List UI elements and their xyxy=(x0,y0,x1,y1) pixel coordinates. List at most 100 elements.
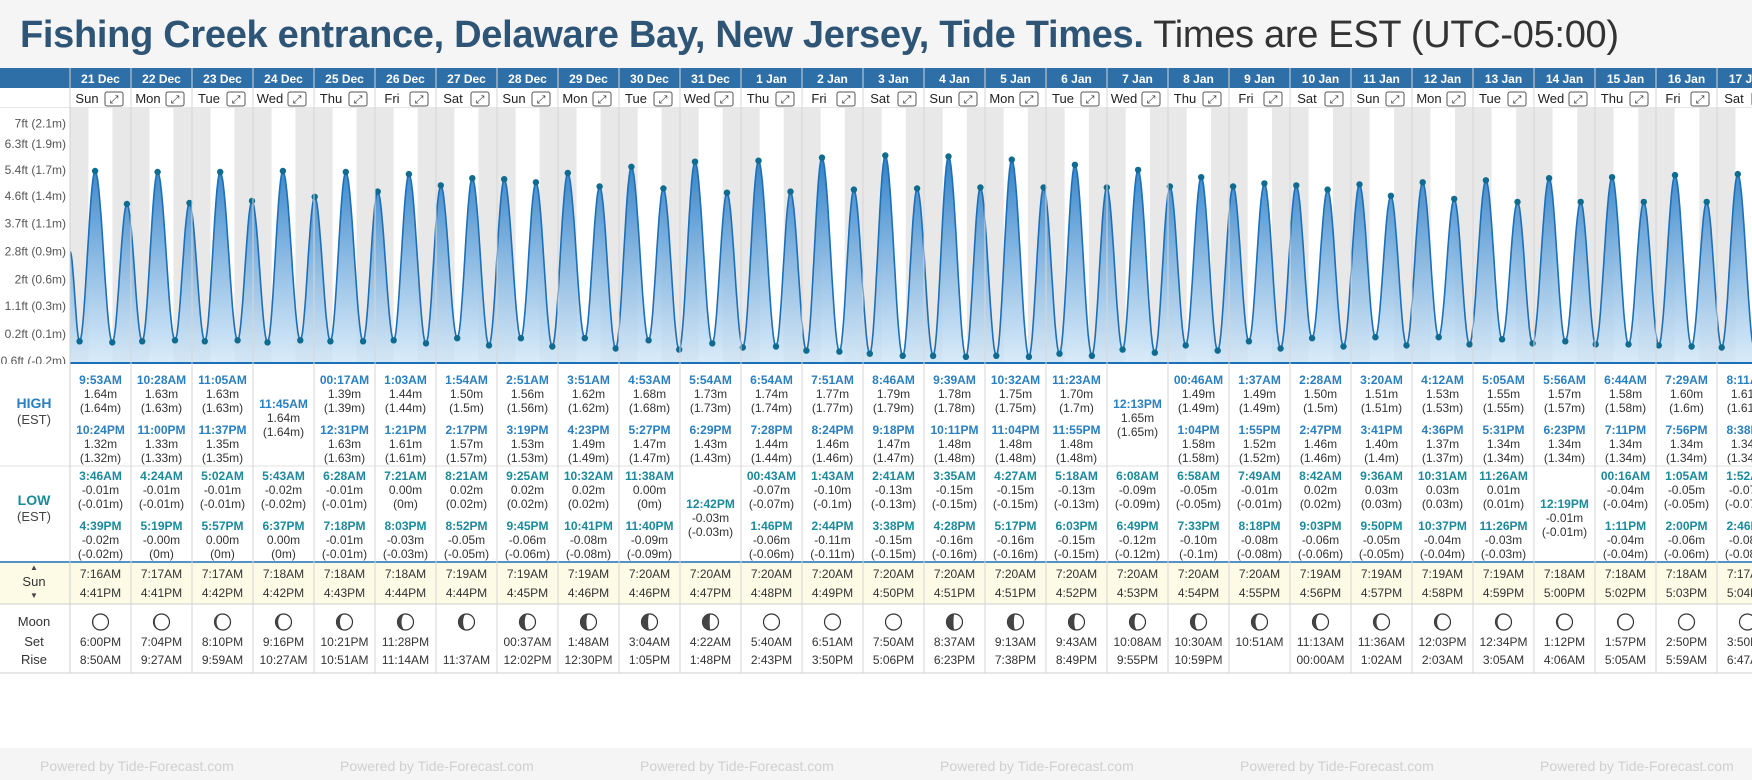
high-tide-point xyxy=(1198,174,1205,181)
low-tide-point xyxy=(772,343,780,350)
high-tide-point xyxy=(1071,161,1079,168)
sunset-time: 4:42PM xyxy=(202,586,243,600)
high-height: 1.57m xyxy=(1548,387,1581,401)
moon-row-bg xyxy=(0,604,1752,673)
moon-shadow xyxy=(1190,614,1199,630)
expand-day-button[interactable] xyxy=(104,91,124,107)
low-height-alt: (-0.08m) xyxy=(1237,547,1282,561)
low-height: -0.02m xyxy=(265,483,302,497)
expand-day-button[interactable] xyxy=(958,91,978,107)
low-height-alt: (-0.04m) xyxy=(1420,547,1465,561)
tide-table-bg xyxy=(0,364,1752,562)
high-height-alt: (1.73m) xyxy=(690,401,731,415)
expand-day-button[interactable] xyxy=(470,91,490,107)
low-time: 8:52PM xyxy=(445,519,487,533)
low-height: 0.02m xyxy=(1304,483,1337,497)
high-height-alt: (1.44m) xyxy=(385,401,426,415)
high-height-alt: (1.62m) xyxy=(568,401,609,415)
expand-day-button[interactable] xyxy=(287,91,307,107)
weekday-label: Sat xyxy=(443,91,463,106)
high-height: 1.61m xyxy=(389,437,422,451)
expand-day-button[interactable] xyxy=(1629,91,1649,107)
sunset-time: 4:48PM xyxy=(751,586,792,600)
low-tide-point xyxy=(139,338,146,345)
expand-day-button[interactable] xyxy=(836,91,856,107)
date-label: 3 Jan xyxy=(878,72,909,86)
expand-icon: ⤢ xyxy=(1025,94,1034,106)
low-height-alt: (-0.07m) xyxy=(1725,497,1752,511)
low-time: 9:03PM xyxy=(1299,519,1341,533)
high-time: 11:05AM xyxy=(198,373,247,387)
high-height: 1.34m xyxy=(1487,437,1520,451)
watermark-text: Powered by Tide-Forecast.com xyxy=(340,758,534,774)
expand-day-button[interactable] xyxy=(1568,91,1588,107)
low-height-alt: (-0.01m) xyxy=(1237,497,1282,511)
high-time: 7:28PM xyxy=(750,423,792,437)
expand-day-button[interactable] xyxy=(775,91,795,107)
high-time: 6:23PM xyxy=(1543,423,1585,437)
moonset-time: 11:28PM xyxy=(382,635,429,649)
moonset-time: 1:57PM xyxy=(1605,635,1646,649)
expand-day-button[interactable] xyxy=(531,91,551,107)
expand-day-button[interactable] xyxy=(1507,91,1527,107)
low-height-alt: (-0.05m) xyxy=(1664,497,1709,511)
sunrise-time: 7:19AM xyxy=(446,567,487,581)
expand-day-button[interactable] xyxy=(1019,91,1039,107)
low-height-alt: (-0.03m) xyxy=(383,547,428,561)
low-height: 0.03m xyxy=(1365,483,1398,497)
expand-day-button[interactable] xyxy=(1324,91,1344,107)
expand-day-button[interactable] xyxy=(1446,91,1466,107)
expand-day-button[interactable] xyxy=(653,91,673,107)
expand-day-button[interactable] xyxy=(1202,91,1222,107)
expand-day-button[interactable] xyxy=(165,91,185,107)
low-height-alt: (-0.05m) xyxy=(444,547,489,561)
expand-day-button[interactable] xyxy=(592,91,612,107)
high-height-alt: (1.48m) xyxy=(1056,451,1097,465)
sunset-time: 4:56PM xyxy=(1300,586,1341,600)
expand-day-button[interactable] xyxy=(714,91,734,107)
sunrise-time: 7:19AM xyxy=(1483,567,1524,581)
high-height-alt: (1.33m) xyxy=(141,451,182,465)
expand-day-button[interactable] xyxy=(1080,91,1100,107)
expand-day-button[interactable] xyxy=(897,91,917,107)
high-tide-point xyxy=(1261,180,1268,187)
low-time: 12:42PM xyxy=(686,497,735,511)
expand-day-button[interactable] xyxy=(1690,91,1710,107)
expand-day-button[interactable] xyxy=(226,91,246,107)
high-height-alt: (1.4m) xyxy=(1364,451,1399,465)
low-time: 5:57PM xyxy=(201,519,243,533)
high-height: 1.47m xyxy=(633,437,666,451)
high-height-alt: (1.39m) xyxy=(324,401,365,415)
low-tide-point xyxy=(359,338,367,345)
high-tide-point xyxy=(186,199,193,207)
expand-day-button[interactable] xyxy=(1385,91,1405,107)
low-tide-point xyxy=(454,335,461,342)
high-time: 4:53AM xyxy=(628,373,671,387)
high-time: 9:18PM xyxy=(872,423,914,437)
low-time: 6:49PM xyxy=(1116,519,1158,533)
expand-day-button[interactable] xyxy=(1263,91,1283,107)
high-time: 8:24PM xyxy=(811,423,853,437)
high-tide-point xyxy=(818,154,826,161)
sunrise-time: 7:17AM xyxy=(1727,567,1752,581)
high-height-alt: (1.75m) xyxy=(995,401,1036,415)
low-height-alt: (0m) xyxy=(393,497,418,511)
moonset-time: 9:16PM xyxy=(263,635,304,649)
moonset-time: 12:34PM xyxy=(1479,635,1527,649)
low-height: -0.01m xyxy=(326,533,363,547)
expand-day-button[interactable] xyxy=(409,91,429,107)
moonset-time: 11:36AM xyxy=(1358,635,1405,649)
y-tick-label: 0.2ft (0.1m) xyxy=(5,327,66,341)
expand-day-button[interactable] xyxy=(1141,91,1161,107)
low-tide-point xyxy=(234,337,241,344)
low-height-alt: (-0.04m) xyxy=(1603,547,1648,561)
low-height: -0.11m xyxy=(814,533,850,547)
low-height: -0.05m xyxy=(1668,483,1705,497)
expand-day-button[interactable] xyxy=(348,91,368,107)
date-header-band xyxy=(0,68,1752,88)
moonset-time: 9:43AM xyxy=(1056,635,1097,649)
